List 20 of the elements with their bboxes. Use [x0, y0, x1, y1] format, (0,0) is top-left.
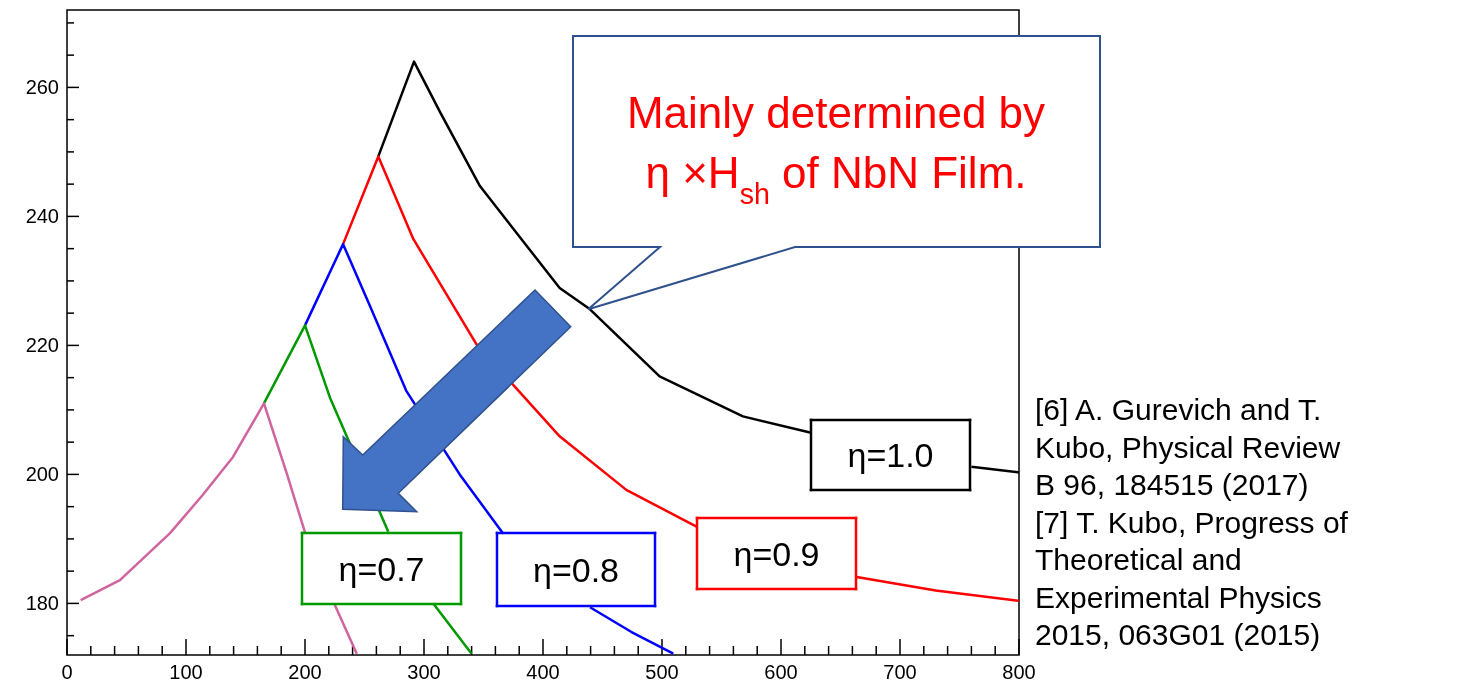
y-tick-label: 260	[25, 76, 59, 99]
text: [6] A. Gurevich and T. Kubo, Physical Review B 96, 184515 (2017) [7] T. Kubo, Progress of Theoretical and Experimental Physics 2015, 063G01 (2015)	[1035, 393, 1349, 651]
legend-label: η=1.0	[847, 436, 934, 474]
x-tick-label: 500	[645, 661, 679, 683]
legend-label: η=0.9	[733, 534, 820, 573]
x-tick-label: 0	[61, 661, 73, 683]
x-tick-label: 700	[883, 661, 917, 683]
y-tick-label: 240	[25, 205, 59, 228]
annotation: Mainly determined by η ×H$_{sh}$ of NbN Film.	[626, 88, 1046, 210]
legend-label: η=0.8	[532, 550, 620, 589]
x-tick-label: 100	[169, 661, 203, 683]
x-tick-label: 400	[526, 661, 560, 683]
x-tick-label: 600	[764, 661, 798, 683]
x-tick-label: 200	[288, 661, 322, 683]
legend-label: η=0.7	[338, 549, 425, 588]
x-tick-label: 300	[407, 661, 441, 683]
y-tick-label: 220	[25, 334, 59, 357]
x-tick-label: 800	[1002, 661, 1036, 683]
y-tick-label: 200	[25, 463, 59, 486]
y-tick-label: 180	[25, 592, 59, 615]
